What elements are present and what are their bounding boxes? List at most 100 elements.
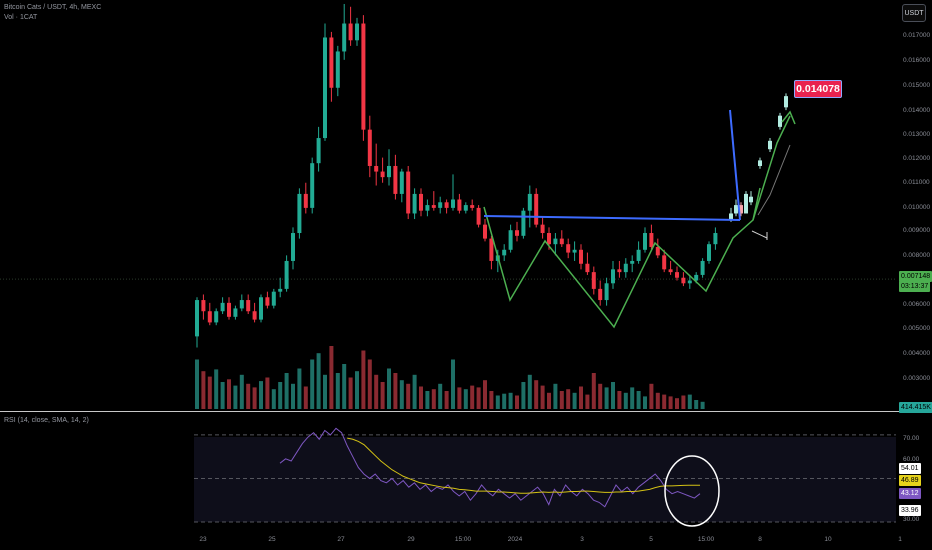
- volume-bar: [687, 394, 692, 409]
- pullback-line: [751, 230, 768, 239]
- volume-bar: [252, 387, 257, 409]
- projected-candle-body: [758, 160, 762, 166]
- rsi-sma-badge: 46.89: [899, 475, 921, 486]
- rsi-band-background: [194, 437, 896, 522]
- candle-body: [630, 260, 635, 264]
- candle-body: [483, 224, 487, 239]
- volume-bar: [246, 383, 251, 409]
- volume-bar: [521, 382, 526, 409]
- candle-body: [489, 238, 494, 261]
- candle-body: [252, 311, 257, 320]
- projected-candle-body: [768, 140, 772, 150]
- currency-button[interactable]: USDT: [902, 4, 926, 22]
- volume-bar: [380, 382, 385, 409]
- candle-body: [611, 269, 615, 284]
- candle-body: [623, 263, 628, 273]
- volume-bar: [553, 383, 558, 409]
- candle-body: [291, 233, 295, 261]
- candle-body: [572, 249, 577, 253]
- time-axis-label: 27: [337, 536, 345, 543]
- volume-bar: [271, 389, 276, 409]
- volume-bar: [463, 389, 468, 409]
- candle-body: [265, 297, 270, 306]
- volume-bar: [387, 368, 391, 409]
- volume-bar: [278, 382, 283, 409]
- time-axis-label: 3: [580, 536, 584, 543]
- volume-bar: [675, 398, 679, 409]
- volume-bar: [201, 371, 206, 409]
- price-axis-label: 0.004000: [903, 350, 930, 357]
- price-axis-label: 0.013000: [903, 131, 930, 138]
- rsi-axis-label: 60.00: [903, 456, 920, 463]
- candle-body: [534, 193, 539, 225]
- candle-body: [457, 199, 462, 211]
- volume-bar: [399, 380, 404, 409]
- price-axis-label: 0.003000: [903, 375, 930, 382]
- candle-body: [476, 207, 481, 225]
- candle-body: [694, 274, 699, 281]
- volume-bar: [259, 381, 263, 409]
- volume-bar: [316, 353, 321, 409]
- volume-bar: [214, 369, 219, 409]
- volume-bar: [662, 394, 667, 409]
- time-axis-label: 10: [824, 536, 832, 543]
- candle-body: [355, 23, 359, 41]
- target-arrowhead: [781, 110, 796, 125]
- volume-bar: [361, 350, 366, 409]
- price-axis-label: 0.006000: [903, 301, 930, 308]
- candle-body: [316, 138, 321, 164]
- candle-body: [380, 171, 385, 178]
- volume-bar: [297, 368, 302, 409]
- candle-body: [207, 311, 212, 323]
- volume-bar: [348, 377, 353, 409]
- price-axis-label: 0.012000: [903, 155, 930, 162]
- volume-bar: [419, 386, 423, 409]
- volume-bar: [623, 392, 628, 409]
- candle-body: [399, 171, 404, 194]
- volume-bar: [431, 389, 436, 409]
- rsi-axis-label: 70.00: [903, 435, 920, 442]
- axes: 0.017000 0.016000 0.015000 0.014000 0.013000…: [199, 32, 930, 543]
- candle-body: [713, 233, 718, 245]
- volume-bar: [438, 383, 443, 409]
- candle-body: [579, 249, 583, 264]
- volume-bar: [470, 385, 475, 409]
- candle-body: [470, 205, 475, 208]
- volume-bar: [579, 386, 583, 409]
- price-axis-label: 0.008000: [903, 252, 930, 259]
- volume-bar: [611, 382, 615, 409]
- projected-candle-body: [778, 115, 782, 127]
- volume-bar: [342, 364, 347, 409]
- candle-body: [681, 277, 686, 284]
- candle-body: [323, 37, 327, 139]
- volume-bars: [195, 346, 705, 409]
- candle-body: [303, 193, 308, 208]
- volume-bar: [540, 385, 545, 409]
- volume-bar: [303, 386, 308, 409]
- volume-bar: [655, 392, 660, 409]
- candle-body: [233, 308, 238, 317]
- candle-body: [585, 263, 590, 273]
- time-axis-label: 15:00: [698, 536, 715, 543]
- rsi-upper-badge: 54.01: [899, 463, 921, 474]
- volume-bar: [374, 374, 379, 409]
- candle-body: [361, 23, 366, 130]
- volume-bar: [323, 374, 327, 409]
- projected-candle-body: [784, 96, 788, 108]
- time-axis-label: 8: [758, 536, 762, 543]
- candle-body: [540, 224, 545, 234]
- candle-body: [284, 260, 289, 289]
- symbol-title: Bitcoin Cats / USDT, 4h, MEXC: [4, 4, 102, 11]
- candle-body: [393, 165, 398, 194]
- candle-body: [239, 300, 244, 309]
- volume-bar: [495, 395, 500, 409]
- candle-body: [278, 288, 283, 292]
- price-axis-label: 0.017000: [903, 32, 930, 39]
- pattern-drawing: [483, 109, 796, 329]
- volume-bar: [195, 359, 199, 409]
- candle-body: [675, 272, 679, 278]
- candle-body: [335, 51, 340, 88]
- candle-body: [419, 193, 423, 211]
- volume-bar: [393, 373, 398, 409]
